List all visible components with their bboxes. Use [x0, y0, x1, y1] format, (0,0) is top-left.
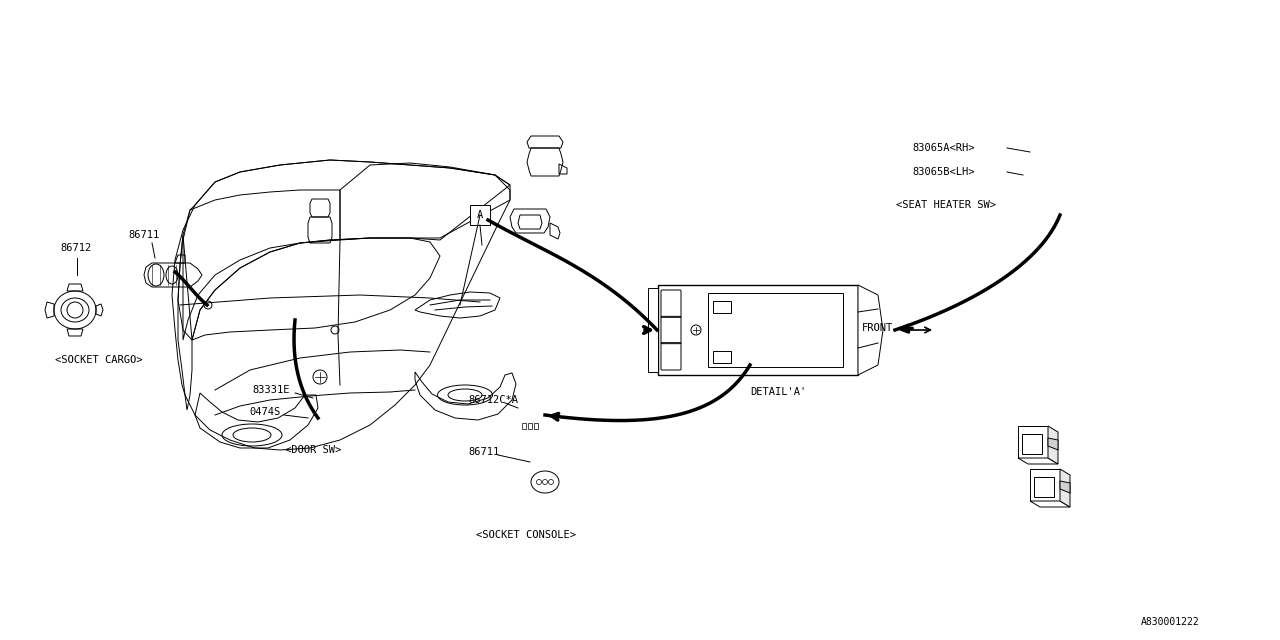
- Polygon shape: [1060, 469, 1070, 507]
- Polygon shape: [1048, 426, 1059, 464]
- Text: 83065B<LH>: 83065B<LH>: [913, 167, 974, 177]
- Text: 86712: 86712: [60, 243, 91, 253]
- Bar: [529, 423, 532, 429]
- Bar: [522, 423, 526, 429]
- Polygon shape: [1030, 469, 1060, 501]
- Text: 86711: 86711: [468, 447, 499, 457]
- Polygon shape: [1018, 426, 1048, 458]
- Polygon shape: [1060, 481, 1070, 493]
- Text: <SEAT HEATER SW>: <SEAT HEATER SW>: [896, 200, 996, 210]
- Bar: [658, 285, 858, 375]
- Polygon shape: [1018, 458, 1059, 464]
- Text: A: A: [477, 210, 483, 220]
- Bar: [648, 288, 658, 372]
- Text: 0474S: 0474S: [250, 407, 280, 417]
- Bar: [470, 205, 490, 225]
- Bar: [534, 423, 538, 429]
- Bar: [708, 293, 844, 367]
- Text: 86711: 86711: [128, 230, 159, 240]
- Text: A830001222: A830001222: [1142, 617, 1201, 627]
- Polygon shape: [1030, 501, 1070, 507]
- Text: 83331E: 83331E: [252, 385, 289, 395]
- Text: <SOCKET CONSOLE>: <SOCKET CONSOLE>: [476, 530, 576, 540]
- Text: FRONT: FRONT: [861, 323, 893, 333]
- Bar: [713, 351, 731, 363]
- Polygon shape: [858, 285, 883, 375]
- Text: <SOCKET CARGO>: <SOCKET CARGO>: [55, 355, 142, 365]
- Text: DETAIL'A': DETAIL'A': [750, 387, 806, 397]
- Polygon shape: [1048, 438, 1059, 450]
- Text: 83065A<RH>: 83065A<RH>: [913, 143, 974, 153]
- Bar: [713, 301, 731, 313]
- Text: 86712C*A: 86712C*A: [468, 395, 518, 405]
- Text: <DOOR SW>: <DOOR SW>: [285, 445, 342, 455]
